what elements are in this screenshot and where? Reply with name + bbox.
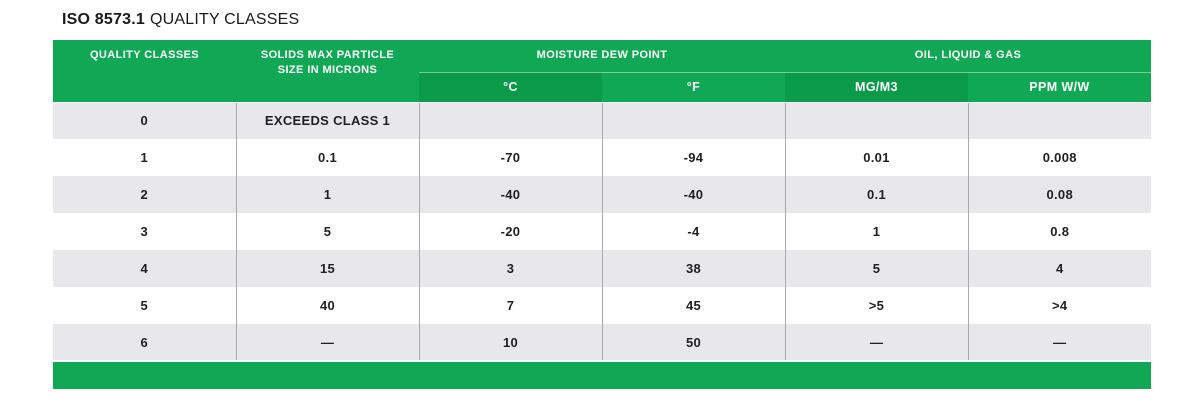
table-cell: -40: [601, 176, 785, 213]
table-cell: >4: [967, 287, 1151, 324]
quality-classes-table: QUALITY CLASSES SOLIDS MAX PARTICLE SIZE…: [53, 40, 1151, 389]
table-cell: -94: [601, 139, 785, 176]
table-row-class-3: 3 5 -20 -4 1 0.8: [53, 213, 1151, 250]
table-header: QUALITY CLASSES SOLIDS MAX PARTICLE SIZE…: [53, 40, 1151, 102]
table-cell: 40: [235, 287, 419, 324]
table-cell: EXCEEDS CLASS 1: [235, 101, 419, 139]
table-cell: 3: [53, 213, 236, 250]
footer-row: [53, 360, 1151, 389]
title-subject: QUALITY CLASSES: [149, 11, 300, 28]
page-title: ISO 8573.1 QUALITY CLASSES: [62, 11, 299, 29]
table-cell: 0.01: [784, 139, 968, 176]
header-oil-liquid-gas: OIL, LIQUID & GAS: [785, 40, 1151, 72]
table-cell: >5: [784, 287, 968, 324]
table-cell: [418, 101, 602, 139]
table-cell: [784, 101, 968, 139]
table-cell: 5: [53, 287, 236, 324]
table-cell: 0.8: [967, 213, 1151, 250]
header-row-sub: °C °F MG/M3 PPM W/W: [53, 71, 1151, 102]
subheader-celsius: °C: [419, 71, 602, 102]
table-cell: 45: [601, 287, 785, 324]
table-cell: —: [784, 324, 968, 361]
subheader-mgm3: MG/M3: [785, 71, 968, 102]
table-row-class-0: 0 EXCEEDS CLASS 1: [53, 101, 1151, 139]
subheader-fahrenheit: °F: [602, 71, 785, 102]
table-cell: 6: [53, 324, 236, 361]
table-cell: 50: [601, 324, 785, 361]
table-cell: 0.1: [235, 139, 419, 176]
table-cell: 1: [235, 176, 419, 213]
table-cell: -70: [418, 139, 602, 176]
table-cell: [967, 101, 1151, 139]
table-cell: 0: [53, 101, 236, 139]
table-cell: [601, 101, 785, 139]
table-cell: —: [967, 324, 1151, 361]
header-row-main: QUALITY CLASSES SOLIDS MAX PARTICLE SIZE…: [53, 40, 1151, 102]
table-row-class-6: 6 — 10 50 — —: [53, 324, 1151, 361]
table-row-class-4: 4 15 3 38 5 4: [53, 250, 1151, 287]
table-row-class-5: 5 40 7 45 >5 >4: [53, 287, 1151, 324]
table-cell: 5: [784, 250, 968, 287]
table-cell: -4: [601, 213, 785, 250]
table-cell: 38: [601, 250, 785, 287]
table-row-class-1: 1 0.1 -70 -94 0.01 0.008: [53, 139, 1151, 176]
table-cell: 3: [418, 250, 602, 287]
table-cell: 10: [418, 324, 602, 361]
table-cell: 0.008: [967, 139, 1151, 176]
table-row-class-2: 2 1 -40 -40 0.1 0.08: [53, 176, 1151, 213]
table-cell: 1: [53, 139, 236, 176]
table-footer: [53, 360, 1151, 389]
table-cell: —: [235, 324, 419, 361]
header-moisture-dew-point: MOISTURE DEW POINT: [419, 40, 785, 72]
table-cell: 0.08: [967, 176, 1151, 213]
subheader-ppm-ww: PPM W/W: [968, 71, 1151, 102]
table-cell: -20: [418, 213, 602, 250]
table-cell: 0.1: [784, 176, 968, 213]
table-cell: 15: [235, 250, 419, 287]
table-body: 0 EXCEEDS CLASS 1 1 0.1 -70 -94 0.01 0.0…: [53, 101, 1151, 361]
table-cell: 7: [418, 287, 602, 324]
footer-green-bar: [53, 360, 1151, 389]
header-quality-classes: QUALITY CLASSES: [53, 40, 236, 102]
table-cell: 1: [784, 213, 968, 250]
title-standard-number: ISO 8573.1: [62, 11, 145, 28]
header-solids-max-particle: SOLIDS MAX PARTICLE SIZE IN MICRONS: [236, 40, 419, 102]
table-cell: -40: [418, 176, 602, 213]
table-cell: 4: [967, 250, 1151, 287]
table-cell: 5: [235, 213, 419, 250]
table-cell: 4: [53, 250, 236, 287]
table-cell: 2: [53, 176, 236, 213]
